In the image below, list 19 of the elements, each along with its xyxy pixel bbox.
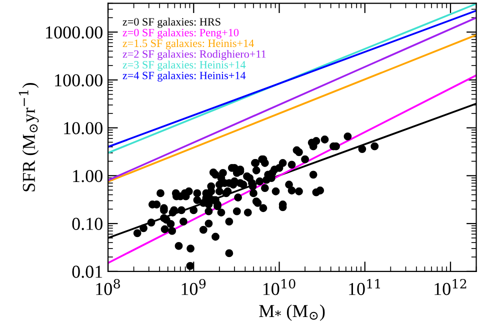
x-axis-title: M$_{*}$ (M$_{⊙}$) xyxy=(259,304,325,321)
series-label: z=4 SF galaxies: Heinis+14 xyxy=(122,71,246,82)
y-tick-label: 1.00 xyxy=(73,170,102,182)
y-tick-label: 10.00 xyxy=(64,122,102,134)
text: z=1.5 SF galaxies: Heinis+14 xyxy=(122,39,254,50)
text: z=2 SF galaxies: Rodighiero+11 xyxy=(122,50,266,60)
text: z=3 SF galaxies: Heinis+14 xyxy=(122,60,246,71)
x-tick-label: 10$^{11}$ xyxy=(349,278,380,296)
text: z=0 SF galaxies: Peng+10 xyxy=(122,28,239,39)
y-tick-label: 1000.00 xyxy=(46,26,102,39)
y-tick-label: 0.01 xyxy=(72,266,102,278)
x-tick-label: 10$^{12}$ xyxy=(434,278,466,296)
y-tick-label: 0.10 xyxy=(72,218,102,230)
x-tick-label: 10$^{9}$ xyxy=(182,278,206,296)
y-axis-title: SFR (M$_{⊙}$yr$^{−1}$) xyxy=(18,83,39,192)
y-tick-label: 100.00 xyxy=(55,74,102,86)
x-tick-label: 10$^{10}$ xyxy=(263,278,296,296)
x-tick-label: 10$^{8}$ xyxy=(96,278,120,296)
legend-label: z=0 SF galaxies: HRS xyxy=(122,18,220,28)
